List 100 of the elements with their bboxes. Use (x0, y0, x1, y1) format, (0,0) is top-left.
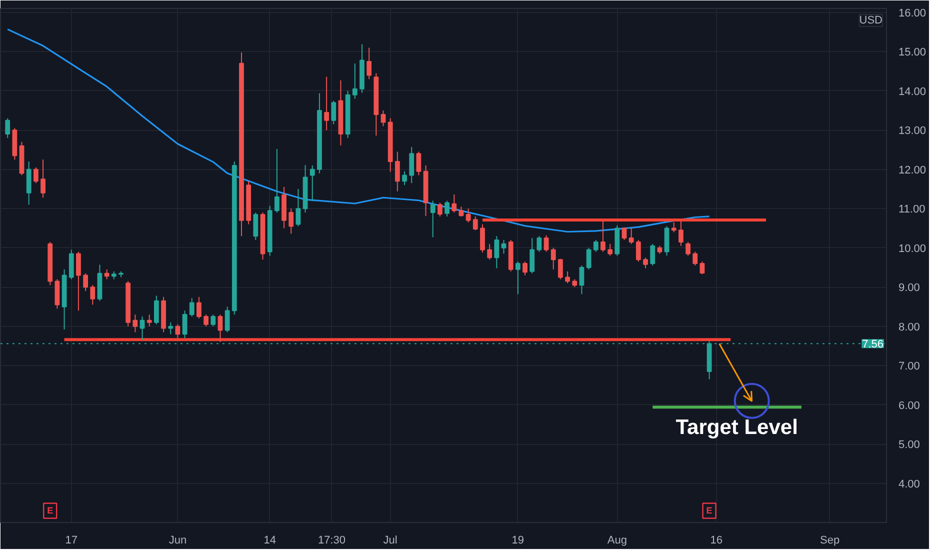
y-tick-label: 9.00 (898, 282, 920, 294)
candlestick (494, 236, 500, 269)
candlestick (472, 216, 478, 231)
candlestick (458, 206, 464, 217)
candlestick (182, 310, 188, 339)
candlestick (643, 257, 648, 269)
candlestick (466, 208, 471, 223)
candlestick (628, 226, 634, 244)
candlestick (274, 148, 280, 214)
x-tick-label: 17:30 (318, 534, 346, 546)
candlestick (622, 226, 627, 240)
candlestick (402, 170, 407, 186)
candlestick (409, 146, 414, 184)
candlestick (487, 243, 492, 260)
candlestick (686, 241, 690, 256)
candlestick (352, 62, 358, 100)
y-axis-title: USD (859, 14, 883, 26)
candlestick (76, 251, 81, 312)
candlestick (444, 200, 450, 217)
candlestick (636, 239, 641, 262)
x-tick-label: 19 (512, 534, 524, 546)
candlestick (40, 159, 46, 198)
candlestick (253, 212, 258, 240)
candlestick (544, 234, 549, 252)
candlestick (600, 220, 606, 252)
candlestick (175, 324, 180, 339)
y-tick-label: 5.00 (898, 439, 920, 452)
y-tick-label: 7.00 (898, 360, 920, 373)
candlestick (536, 236, 542, 252)
candlestick (324, 76, 329, 131)
candlestick (5, 118, 10, 138)
y-tick-label: 15.00 (898, 46, 926, 59)
ref-line-label: 7.56 (862, 338, 884, 351)
candlestick (579, 265, 584, 295)
candlestick (331, 100, 336, 125)
candlestick (33, 166, 38, 184)
candlestick (430, 200, 436, 238)
candlestick (83, 272, 88, 292)
candlestick (204, 314, 208, 327)
candlestick (550, 247, 556, 270)
candlestick (700, 261, 705, 275)
candlestick (452, 194, 457, 214)
x-tick-label: 16 (710, 534, 723, 546)
candlestick (90, 284, 96, 306)
candlestick (593, 239, 598, 252)
annotation: E (47, 506, 54, 516)
y-tick-label: 10.00 (898, 242, 926, 255)
y-tick-label: 8.00 (898, 321, 920, 334)
candlestick (296, 188, 301, 227)
candlestick (366, 47, 372, 80)
candlestick (132, 314, 138, 333)
x-tick-label: Jun (168, 534, 187, 546)
candlestick (104, 268, 110, 280)
candlestick (480, 224, 485, 254)
candlestick (671, 222, 676, 233)
x-tick-label: Jul (383, 534, 398, 546)
candlestick (438, 202, 442, 217)
candlestick (650, 243, 656, 266)
candlestick (140, 316, 145, 341)
candlestick (146, 314, 152, 327)
candlestick (54, 278, 60, 310)
y-tick-label: 12.00 (898, 164, 926, 176)
candlestick (218, 314, 223, 343)
x-tick-label: 17 (65, 534, 78, 546)
annotation: E (706, 506, 712, 516)
candlestick (608, 243, 613, 256)
candlestick (678, 220, 684, 246)
candlestick (210, 314, 216, 327)
y-tick-label: 13.00 (898, 125, 926, 138)
candlestick (380, 110, 386, 127)
candlestick (224, 306, 230, 333)
candlestick (501, 239, 506, 254)
line-series (6, 28, 710, 233)
candlestick (692, 251, 698, 266)
y-tick-label: 11.00 (898, 204, 926, 216)
candlestick (515, 261, 520, 295)
candlestick (189, 298, 194, 318)
candlestick (26, 161, 32, 206)
candlestick (565, 270, 570, 284)
y-tick-label: 6.00 (898, 400, 920, 412)
candlestick (168, 322, 174, 335)
annotation: Target Level (676, 416, 798, 440)
x-tick-label: 14 (264, 534, 276, 546)
candlestick (416, 151, 422, 176)
candlestick (522, 261, 528, 276)
candlestick (310, 164, 315, 202)
candlestick (664, 226, 670, 256)
candlestick (288, 208, 294, 234)
candlestick (154, 295, 159, 325)
candlestick (196, 296, 202, 319)
candlestick (558, 258, 563, 280)
x-tick-label: Sep (820, 534, 840, 546)
candlestick (68, 249, 74, 280)
y-tick-label: 16.00 (898, 7, 926, 20)
candlestick (530, 238, 535, 274)
candlestick (586, 247, 592, 270)
y-tick-label: 4.00 (898, 478, 920, 490)
y-tick-label: 14.00 (898, 86, 926, 98)
x-tick-label: Aug (607, 534, 627, 546)
candlestick (394, 151, 400, 192)
